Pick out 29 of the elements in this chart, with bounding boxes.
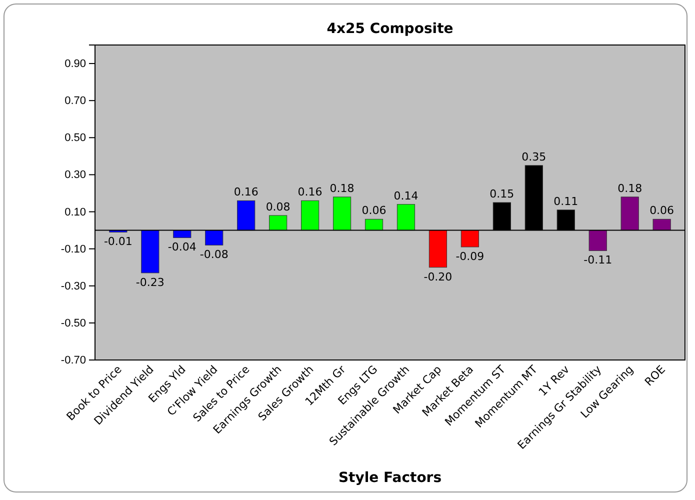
data-label: -0.23 [136,276,164,289]
y-tick-label: 0.70 [64,95,86,108]
data-label: 0.14 [394,189,418,202]
y-tick-label: 0.10 [64,206,86,218]
data-label: -0.11 [584,254,612,267]
data-label: 0.18 [330,182,354,195]
y-tick-label: 0.90 [64,58,86,70]
data-label: -0.08 [200,248,228,262]
y-tick-label: -0.30 [60,280,86,292]
data-label: 0.16 [298,186,322,199]
y-tick-label: -0.50 [60,317,86,330]
data-label: -0.09 [456,250,484,263]
data-label: 0.11 [554,194,578,208]
data-label: -0.20 [424,270,452,284]
data-label: 0.18 [618,182,642,195]
y-tick-label: 0.30 [64,169,86,182]
data-label: 0.06 [362,204,386,218]
x-axis-title: Style Factors [338,470,442,486]
data-label: -0.04 [168,240,196,254]
chart-title: 4x25 Composite [326,21,454,37]
y-tick-label: -0.10 [60,243,86,256]
y-tick-label: 0.50 [64,132,86,144]
y-tick-label: -0.70 [60,354,86,367]
data-label: 0.06 [650,204,674,218]
data-label: -0.01 [104,235,132,248]
data-label: 0.35 [522,150,546,164]
data-label: 0.16 [234,186,258,199]
data-label: 0.15 [490,188,514,200]
data-label: 0.08 [266,200,290,214]
